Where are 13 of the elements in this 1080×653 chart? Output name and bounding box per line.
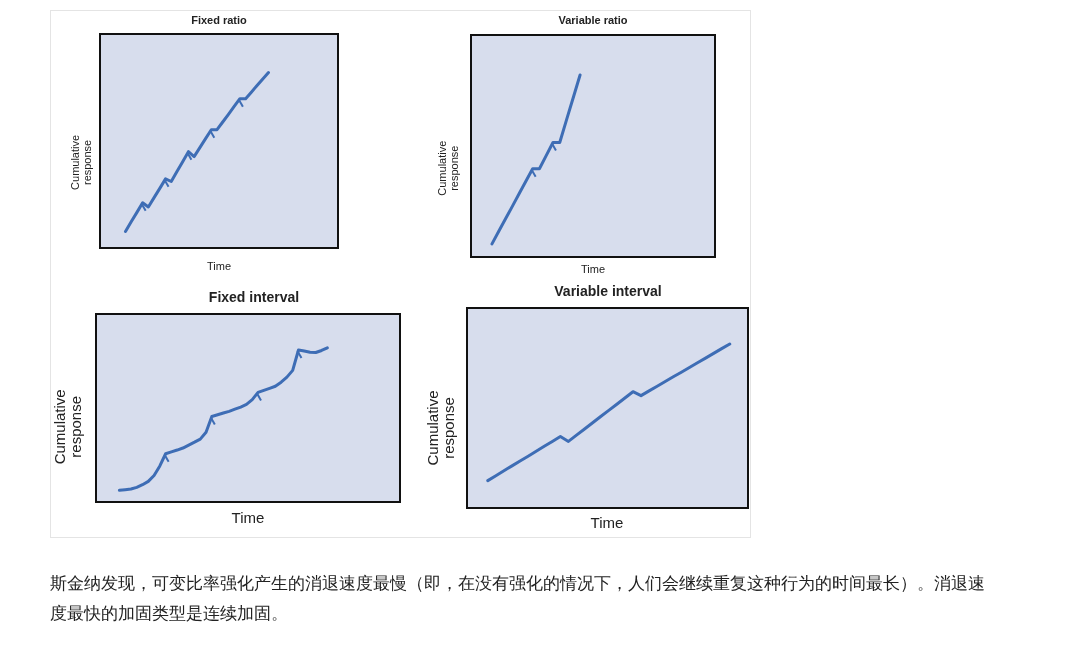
chart-title: Fixed ratio	[191, 14, 248, 26]
chart-title: Variable ratio	[558, 14, 628, 26]
x-axis-title: Time	[590, 514, 624, 531]
chart-title: Variable interval	[554, 283, 662, 299]
x-axis-title: Time	[580, 263, 606, 275]
y-axis-title: Cumulative response	[424, 390, 457, 466]
x-axis-title: Time	[206, 260, 232, 272]
chart-title: Fixed interval	[208, 289, 300, 305]
text: 斯金纳发现，可变比率强化产生的消退速度最慢（即，在没有强化的情况下，人们会继续重复这种行为的时间最长）。消退速度最快的加固类型是连续加固。	[50, 572, 986, 625]
y-axis-title: Cumulative response	[436, 140, 460, 196]
x-axis-title: Time	[231, 509, 265, 526]
y-axis-title: Cumulative response	[51, 389, 84, 465]
y-axis-title: Cumulative response	[69, 134, 93, 190]
